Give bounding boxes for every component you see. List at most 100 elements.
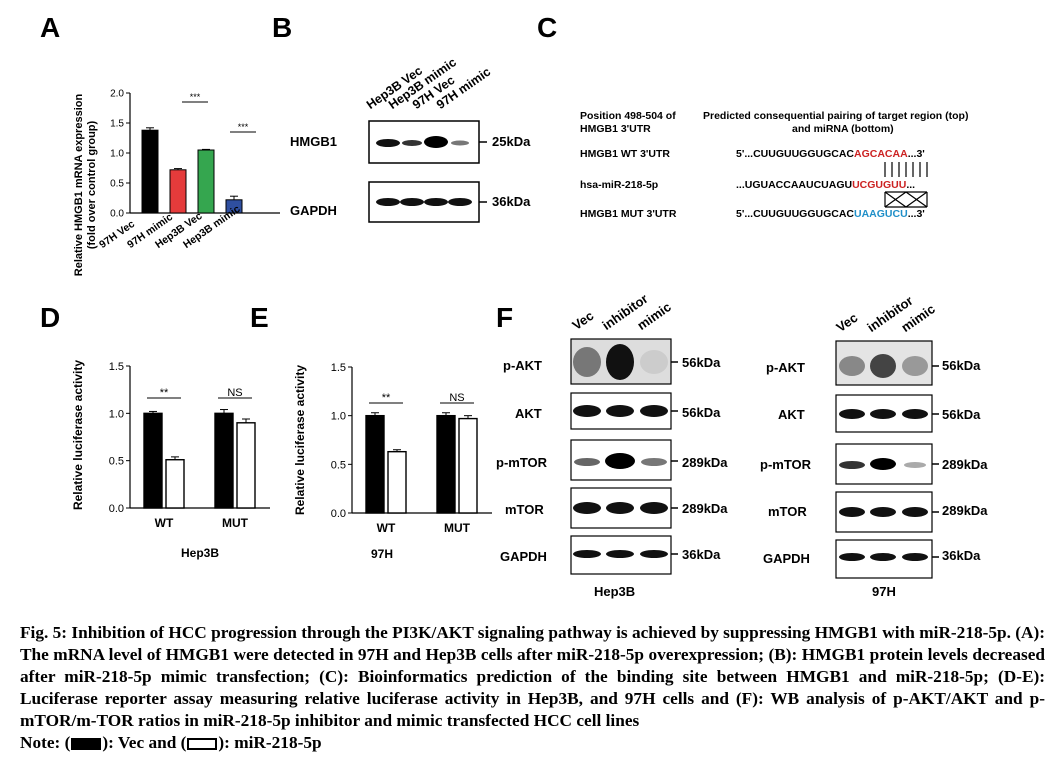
panel-c-header-right-1: Predicted consequential pairing of targe… xyxy=(703,110,969,122)
wt-site: AGCACAA xyxy=(854,148,908,160)
panel-label-b: B xyxy=(272,12,293,43)
panel-e-xtitle: 97H xyxy=(371,547,393,561)
panel-f-protein-gapdh-97h: GAPDH xyxy=(763,551,810,566)
panel-b-protein-gapdh: GAPDH xyxy=(290,203,337,218)
panel-d-group-wt: WT xyxy=(155,516,174,530)
panel-c-mut-label: HMGB1 MUT 3'UTR xyxy=(580,208,677,220)
band xyxy=(400,198,424,206)
tick-label: 0.0 xyxy=(331,508,346,520)
panel-b-blot xyxy=(368,120,487,223)
panel-a-ylabel-1: Relative HMGB1 mRNA expression xyxy=(73,94,85,277)
panel-c-wt-sequence: 5'...CUUGUUGGUGCACAGCACAA...3' xyxy=(736,148,925,160)
panel-label-f: F xyxy=(496,302,514,333)
mimic-swatch xyxy=(187,738,218,751)
panel-a-ylabel-2: (fold over control group) xyxy=(86,121,98,250)
panel-e-group-mut: MUT xyxy=(444,521,471,535)
panel-f-kda-4: 289kDa xyxy=(682,501,728,516)
panel-b-kda-hmgb1: 25kDa xyxy=(492,134,531,149)
panel-f-protein-gapdh: GAPDH xyxy=(500,549,547,564)
panel-f-blot-97h xyxy=(835,340,939,579)
tick-label: 1.5 xyxy=(110,119,124,130)
panel-f-kda-97h-3: 289kDa xyxy=(942,457,988,472)
panel-label-e: E xyxy=(250,302,269,333)
panel-a-sig-2: *** xyxy=(238,122,249,132)
panel-f-protein-akt: AKT xyxy=(515,406,542,421)
panel-e-group-wt: WT xyxy=(377,521,396,535)
panel-f-protein-pmtor: p-mTOR xyxy=(496,455,548,470)
panel-a-chart: Relative HMGB1 mRNA expression (fold ove… xyxy=(73,89,280,277)
panel-f-cell-hep3b: Hep3B xyxy=(594,584,636,599)
note-suffix: ): miR-218-5p xyxy=(218,733,322,752)
mir-suffix: ... xyxy=(906,179,916,191)
tick-label: 0.5 xyxy=(109,456,124,468)
panel-a-sig-1: *** xyxy=(190,92,201,102)
mut-site: UAAGUCU xyxy=(854,208,908,220)
panel-d-sig-wt: ** xyxy=(160,387,169,399)
bar xyxy=(214,412,234,509)
panel-f-cell-97h: 97H xyxy=(872,584,896,599)
tick-label: 1.0 xyxy=(331,411,346,423)
band xyxy=(402,140,422,146)
bar xyxy=(236,422,256,509)
panel-c-mut-sequence: 5'...CUUGUUGGUGCACUAAGUCU...3' xyxy=(736,208,925,220)
bar xyxy=(458,417,478,514)
bar xyxy=(197,149,215,214)
panel-e-sig-wt: ** xyxy=(382,392,391,404)
bar xyxy=(165,459,185,509)
panel-c-header-left-1: Position 498-504 of xyxy=(580,110,676,122)
panel-f-protein-pakt-97h: p-AKT xyxy=(766,360,805,375)
tick-label: 0.5 xyxy=(331,459,346,471)
panel-c-header-left-2: HMGB1 3'UTR xyxy=(580,123,651,135)
band xyxy=(376,139,400,147)
caption-text: Fig. 5: Inhibition of HCC progression th… xyxy=(20,623,1045,730)
panel-c-pairing-lines xyxy=(884,162,928,208)
panel-f-kda-5: 36kDa xyxy=(682,547,721,562)
panel-f-protein-mtor: mTOR xyxy=(505,502,544,517)
note-mid: ): Vec and ( xyxy=(102,733,187,752)
panel-e-chart: Relative luciferase activity 0.0 0.5 1.0 1.… xyxy=(293,362,492,561)
panel-f-kda-97h-5: 36kDa xyxy=(942,548,981,563)
mut-prefix: 5'...CUUGUUGGUGCAC xyxy=(736,208,855,220)
bar xyxy=(169,169,187,214)
bar xyxy=(141,129,159,214)
panel-f-kda-3: 289kDa xyxy=(682,455,728,470)
band xyxy=(424,136,448,148)
mir-site: UCGUGUU xyxy=(852,179,907,191)
panel-b-kda-gapdh: 36kDa xyxy=(492,194,531,209)
panel-e-sig-mut: NS xyxy=(449,392,464,404)
panel-f-protein-pmtor-97h: p-mTOR xyxy=(760,457,812,472)
panel-f-protein-mtor-97h: mTOR xyxy=(768,504,807,519)
tick-label: 0.0 xyxy=(110,209,124,220)
panel-label-a: A xyxy=(40,12,61,43)
bar xyxy=(387,450,407,514)
panel-f-protein-akt-97h: AKT xyxy=(778,407,805,422)
tick-label: 0.5 xyxy=(110,179,124,190)
band xyxy=(376,198,400,206)
vec-swatch xyxy=(71,738,102,751)
lane-label: Vec xyxy=(833,309,861,335)
panel-f-kda-97h-1: 56kDa xyxy=(942,358,981,373)
panel-c-wt-label: HMGB1 WT 3'UTR xyxy=(580,148,670,160)
panel-d-chart: Relative luciferase activity 0.0 0.5 1.0 1.… xyxy=(71,360,270,560)
tick-label: 1.0 xyxy=(110,149,124,160)
panel-f-kda-97h-4: 289kDa xyxy=(942,503,988,518)
panel-label-d: D xyxy=(40,302,61,333)
panel-b-protein-hmgb1: HMGB1 xyxy=(290,134,337,149)
panel-f-blot-hep3b xyxy=(570,338,678,575)
tick-label: 1.5 xyxy=(331,362,346,374)
panel-d-xtitle: Hep3B xyxy=(181,546,219,560)
band xyxy=(424,198,448,206)
caption-note: Note: ( ): Vec and ( ): miR-218-5p xyxy=(20,732,1045,754)
panel-f-kda-97h-2: 56kDa xyxy=(942,407,981,422)
panel-f-kda-1: 56kDa xyxy=(682,355,721,370)
mut-suffix: ...3' xyxy=(907,208,925,220)
wt-prefix: 5'...CUUGUUGGUGCAC xyxy=(736,148,855,160)
panel-c-mir-label: hsa-miR-218-5p xyxy=(580,179,659,191)
note-prefix: Note: ( xyxy=(20,733,71,752)
tick-label: 1.0 xyxy=(109,408,124,420)
mir-prefix: ...UGUACCAAUCUAGU xyxy=(736,179,853,191)
figure-caption: Fig. 5: Inhibition of HCC progression th… xyxy=(20,622,1045,754)
panel-d-group-mut: MUT xyxy=(222,516,249,530)
lane-label: Vec xyxy=(569,307,597,333)
bar xyxy=(143,412,163,509)
